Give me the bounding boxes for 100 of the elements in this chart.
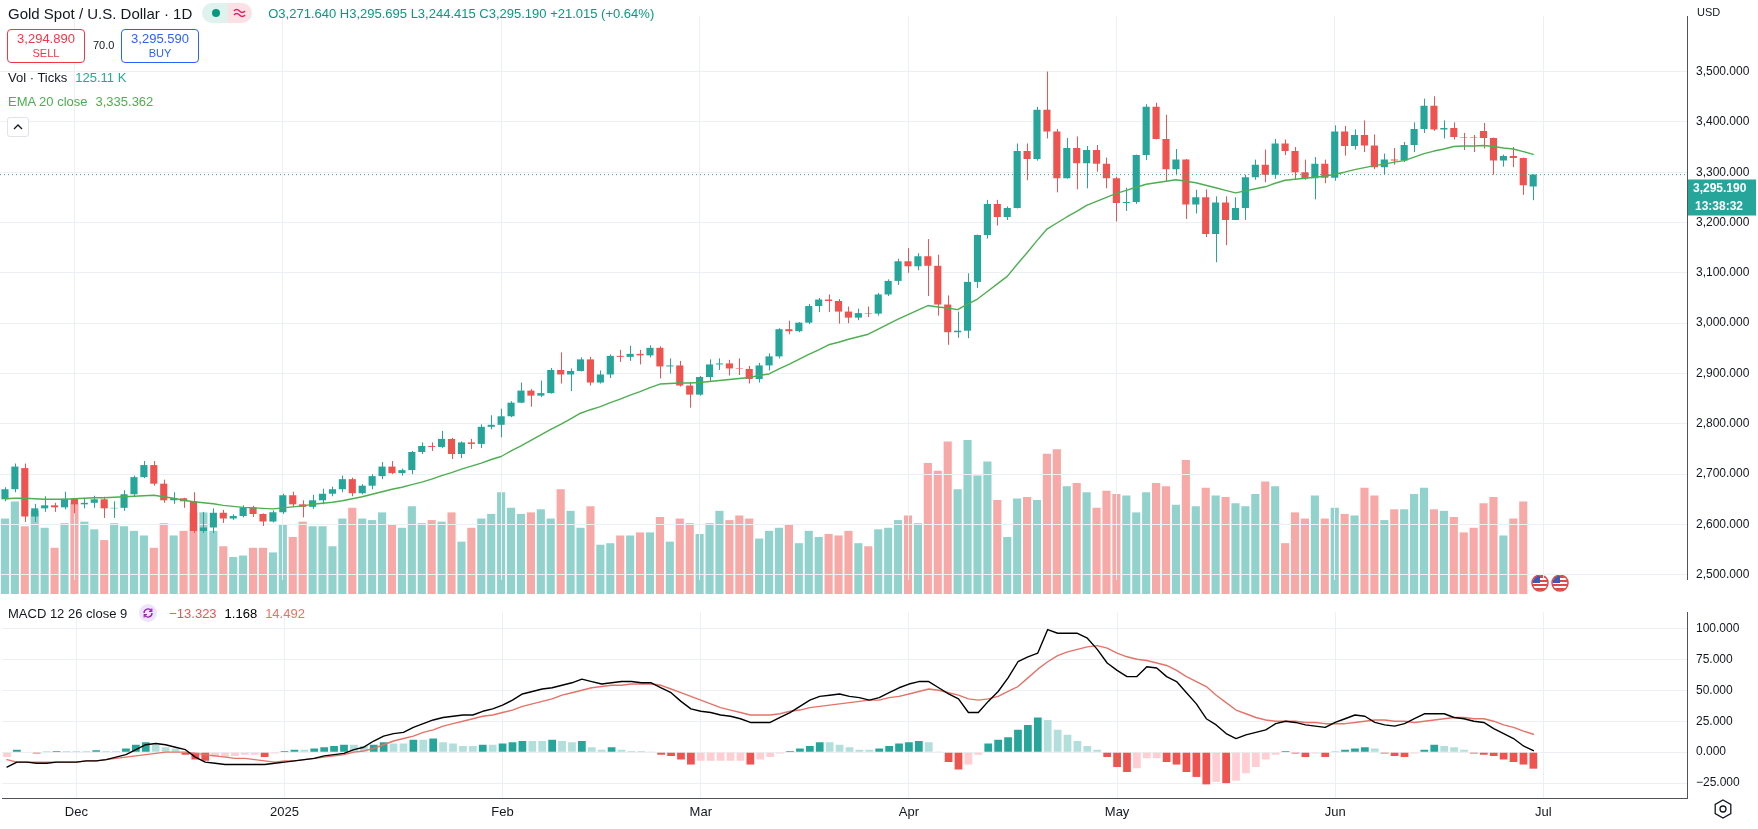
bar (765, 530, 774, 594)
bar (675, 518, 684, 594)
candlestick (715, 357, 724, 371)
candlestick (616, 349, 624, 363)
annotation: −13.323 (169, 605, 217, 621)
bar (636, 532, 645, 594)
candlestick (1043, 71, 1051, 139)
bar (1290, 512, 1300, 594)
annotation: 125.11 K (75, 70, 127, 85)
candlestick (894, 258, 902, 286)
text: EMA 20 close (8, 94, 88, 109)
bar (1449, 517, 1458, 594)
candlestick (1400, 141, 1408, 163)
bar (1519, 501, 1528, 594)
bar (1004, 737, 1012, 752)
ref-line-label: 3,295.190 (1693, 180, 1747, 195)
bar (1439, 510, 1448, 594)
y-tick-label: 2,600.000 (1696, 516, 1750, 531)
bar (122, 748, 130, 752)
candlestick (1291, 146, 1299, 181)
bar (139, 535, 148, 594)
candlestick (408, 450, 416, 475)
bar (845, 747, 854, 752)
bar (417, 523, 426, 594)
bar (516, 513, 526, 594)
bar (229, 557, 238, 594)
candlestick (1341, 125, 1349, 157)
bar (1162, 752, 1171, 763)
y-tick-label: 2,700.000 (1696, 466, 1750, 481)
bar (913, 523, 922, 594)
bar (1232, 752, 1240, 781)
candlestick (1489, 136, 1498, 176)
bar (30, 510, 39, 594)
bar (1251, 752, 1260, 768)
bar (129, 530, 139, 594)
candlestick (547, 367, 555, 395)
bar (528, 741, 537, 752)
bar (310, 748, 319, 752)
bar (556, 489, 565, 594)
x-tick-label: Mar (689, 804, 713, 820)
bar (735, 515, 744, 594)
candlestick (1023, 143, 1031, 181)
bar (1242, 752, 1250, 774)
annotation: 1.168 (224, 605, 258, 621)
bar (1380, 520, 1389, 594)
x-tick-label: Apr (898, 804, 920, 820)
bar (506, 507, 516, 594)
annotation: 3,335.362 (95, 94, 154, 109)
candlestick (834, 298, 843, 325)
text: USD (1697, 6, 1721, 18)
bar (439, 742, 447, 752)
bar (409, 739, 418, 752)
bar (1053, 729, 1062, 752)
bar (478, 744, 487, 752)
bar (606, 543, 615, 594)
bar (1043, 719, 1052, 752)
bar (1032, 500, 1042, 594)
bar (1459, 532, 1468, 594)
bar (756, 752, 765, 760)
bar (119, 526, 129, 594)
bar (854, 543, 863, 594)
bar (487, 513, 496, 594)
bar (340, 744, 348, 752)
bar (1122, 495, 1131, 594)
annotation: 70.0 (93, 39, 115, 51)
bar (1073, 741, 1082, 752)
bar (1351, 748, 1359, 752)
bar (884, 527, 893, 594)
bar (933, 470, 942, 594)
candlestick (924, 238, 932, 297)
bar (298, 521, 307, 594)
text: 13:38:32 (1695, 198, 1744, 213)
bar (894, 520, 903, 594)
candlestick (606, 353, 614, 379)
bar (954, 752, 963, 770)
bar (1390, 509, 1399, 594)
bar (548, 739, 556, 752)
bar (1519, 752, 1528, 765)
bar (558, 741, 566, 752)
bar (1103, 752, 1112, 758)
bar (1281, 543, 1290, 594)
bar (1509, 518, 1518, 594)
y-tick-label: 100.000 (1696, 620, 1740, 635)
bar (1113, 752, 1121, 768)
bar (536, 509, 545, 594)
bar (1499, 535, 1508, 594)
bar (447, 512, 456, 594)
candlestick (1410, 121, 1418, 153)
bar (320, 747, 329, 752)
bar (1062, 486, 1071, 594)
bar (1152, 483, 1161, 594)
candlestick (477, 423, 485, 449)
bar (1072, 483, 1081, 594)
bar (1212, 752, 1221, 782)
bar (239, 555, 248, 594)
candlestick (1420, 98, 1428, 134)
bar (1271, 486, 1280, 594)
candlestick (874, 292, 882, 317)
candlestick (805, 303, 813, 325)
bar (268, 552, 277, 594)
